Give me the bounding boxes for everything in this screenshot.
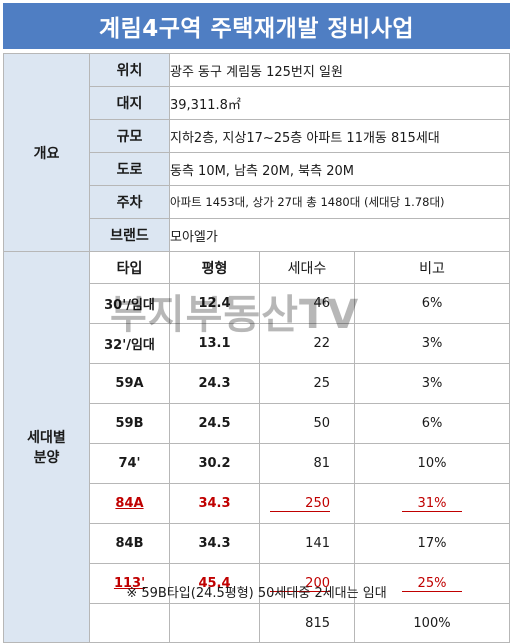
overview-key: 브랜드 — [89, 218, 170, 252]
overview-row: 주차 아파트 1453대, 상가 27대 총 1480대 (세대당 1.78대) — [4, 185, 510, 219]
overview-value: 지하2층, 지상17~25층 아파트 11개동 815세대 — [169, 119, 510, 153]
unit-pyeong: 34.3 — [169, 523, 260, 564]
overview-key: 주차 — [89, 185, 170, 219]
page-title: 계림4구역 주택재개발 정비사업 — [3, 3, 510, 49]
unit-count: 25 — [259, 363, 355, 404]
unit-count: 22 — [259, 323, 355, 364]
unit-count-text: 200 — [270, 576, 330, 592]
unit-pyeong: 24.3 — [169, 363, 260, 404]
overview-value: 광주 동구 계림동 125번지 일원 — [169, 53, 510, 87]
unit-note: 6% — [354, 283, 510, 324]
unit-note-text: 25% — [402, 576, 462, 592]
overview-value: 아파트 1453대, 상가 27대 총 1480대 (세대당 1.78대) — [169, 185, 510, 219]
unit-note: 31% — [354, 483, 510, 524]
overview-table: 개요 위치 광주 동구 계림동 125번지 일원 대지 39,311.8㎡ 규모… — [3, 53, 510, 252]
unit-type: 74' — [89, 443, 170, 484]
unit-count: 81 — [259, 443, 355, 484]
overview-key: 대지 — [89, 86, 170, 120]
unit-pyeong: 45.4 — [169, 563, 260, 604]
header-type: 타입 — [89, 251, 170, 284]
unit-row: 84B 34.3 141 17% — [4, 523, 510, 564]
overview-key: 위치 — [89, 53, 170, 87]
unit-header-row: 세대별 분양 타입 평형 세대수 비고 — [3, 251, 510, 643]
unit-pyeong: 12.4 — [169, 283, 260, 324]
header-pyeong: 평형 — [169, 251, 260, 284]
unit-count: 141 — [259, 523, 355, 564]
unit-type: 32'/임대 — [89, 323, 170, 364]
unit-count: 46 — [259, 283, 355, 324]
unit-note: 3% — [354, 363, 510, 404]
unit-pyeong: 30.2 — [169, 443, 260, 484]
overview-row: 브랜드 모아엘가 — [4, 218, 510, 252]
unit-type-text: 113' — [113, 576, 146, 591]
unit-row: 59B 24.5 50 6% — [4, 403, 510, 444]
header-note: 비고 — [354, 251, 510, 284]
units-section-label: 세대별 분양 — [3, 251, 90, 643]
unit-pyeong: 24.5 — [169, 403, 260, 444]
overview-row: 개요 위치 광주 동구 계림동 125번지 일원 — [3, 53, 510, 252]
overview-key: 도로 — [89, 152, 170, 186]
total-note: 100% — [354, 603, 510, 643]
unit-row: 59A 24.3 25 3% — [4, 363, 510, 404]
unit-note: 3% — [354, 323, 510, 364]
overview-value: 동측 10M, 남측 20M, 북측 20M — [169, 152, 510, 186]
unit-pyeong: 34.3 — [169, 483, 260, 524]
unit-row: 32'/임대 13.1 22 3% — [4, 323, 510, 364]
total-pyeong-empty — [169, 603, 260, 643]
overview-row: 대지 39,311.8㎡ — [4, 86, 510, 120]
unit-type: 84B — [89, 523, 170, 564]
overview-key: 규모 — [89, 119, 170, 153]
overview-section-label: 개요 — [3, 53, 90, 252]
unit-pyeong: 13.1 — [169, 323, 260, 364]
unit-allocation-table: 세대별 분양 타입 평형 세대수 비고 30'/임대 12.4 46 6% 32… — [3, 251, 510, 643]
unit-type: 113' — [89, 563, 170, 604]
unit-count: 50 — [259, 403, 355, 444]
overview-value: 39,311.8㎡ — [169, 86, 510, 120]
unit-type: 30'/임대 — [89, 283, 170, 324]
overview-row: 도로 동측 10M, 남측 20M, 북측 20M — [4, 152, 510, 186]
total-count: 815 — [259, 603, 355, 643]
unit-type: 84A — [89, 483, 170, 524]
overview-row: 규모 지하2층, 지상17~25층 아파트 11개동 815세대 — [4, 119, 510, 153]
footnote: ※ 59B타입(24.5평형) 50세대중 2세대는 임대 — [126, 586, 387, 601]
unit-note-text: 31% — [402, 496, 462, 512]
header-count: 세대수 — [259, 251, 355, 284]
unit-row-highlighted: 84A 34.3 250 31% — [4, 483, 510, 524]
unit-row-highlighted: 113' 45.4 200 25% — [4, 563, 510, 604]
overview-value: 모아엘가 — [169, 218, 510, 252]
unit-note: 6% — [354, 403, 510, 444]
unit-type: 59A — [89, 363, 170, 404]
unit-type-text: 84A — [115, 496, 144, 511]
unit-note: 10% — [354, 443, 510, 484]
total-type-empty — [89, 603, 170, 643]
unit-type: 59B — [89, 403, 170, 444]
unit-count: 250 — [259, 483, 355, 524]
unit-count-text: 250 — [270, 496, 330, 512]
unit-note: 17% — [354, 523, 510, 564]
unit-row: 30'/임대 12.4 46 6% — [4, 283, 510, 324]
